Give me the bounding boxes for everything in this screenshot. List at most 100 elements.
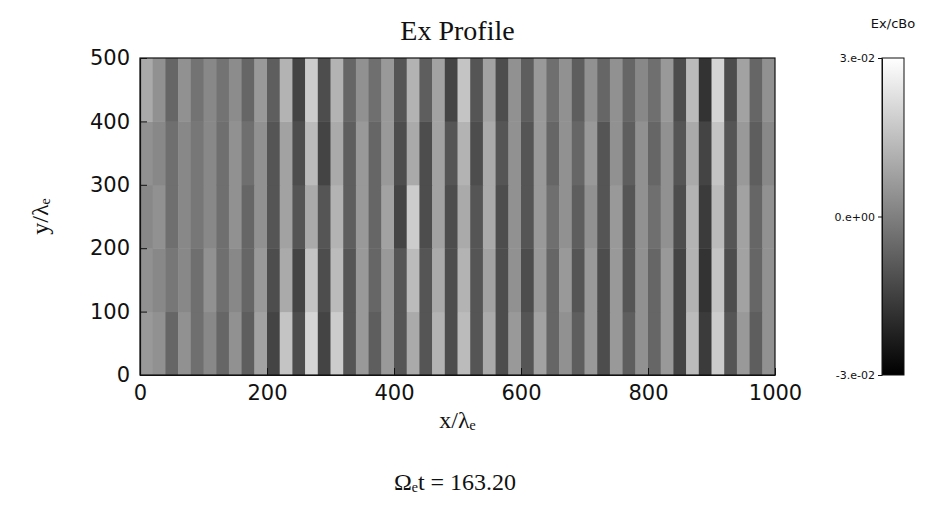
heatmap-cell [242,58,255,122]
heatmap-cell [724,185,737,249]
heatmap-cell [292,185,305,249]
heatmap-cell [496,248,509,312]
heatmap-cell [762,58,775,122]
heatmap-cell [267,248,280,312]
heatmap-cell [534,58,547,122]
heatmap-cell [280,312,293,375]
heatmap-cell [191,58,204,122]
heatmap-cell [521,248,534,312]
heatmap-cell [394,58,407,122]
heatmap-cell [496,58,509,122]
heatmap-cell [458,312,471,375]
tick-label: 500 [90,46,130,70]
tick-mark [140,185,147,186]
heatmap-cell [508,58,521,122]
tick: 3.e-02 [840,52,882,65]
heatmap-cell [229,248,242,312]
heatmap-cell [559,121,572,185]
heatmap-cell [673,58,686,122]
heatmap-cell [483,248,496,312]
heatmap-cell [407,248,420,312]
heatmap-cell [585,121,598,185]
heatmap-cell [635,121,648,185]
tick-mark [140,312,147,313]
heatmap-cell [280,185,293,249]
heatmap-cell [623,58,636,122]
heatmap-cell [534,185,547,249]
heatmap-cell [648,248,661,312]
heatmap-cell [686,58,699,122]
tick-label: 300 [90,173,130,197]
heatmap-cell [635,248,648,312]
heatmap-cell [445,58,458,122]
heatmap-cell [483,58,496,122]
heatmap-cell [597,312,610,375]
heatmap-cell [381,58,394,122]
tick: 300 [90,173,147,197]
heatmap-cell [686,312,699,375]
heatmap-cell [369,58,382,122]
heatmap-cell [369,248,382,312]
heatmap-cell [153,312,166,375]
heatmap-cell [343,121,356,185]
heatmap-cell [508,248,521,312]
heatmap-cell [216,121,229,185]
heatmap-cell [648,58,661,122]
tick-mark [521,368,522,375]
heatmap-cell [546,58,559,122]
colorbar-axis: 3.e-020.e+00-3.e-02 [835,52,883,382]
heatmap-cell [750,121,763,185]
heatmap-cell [204,248,217,312]
tick-mark [878,375,882,376]
heatmap-cell [229,58,242,122]
tick: 200 [247,368,287,405]
heatmap-cell [572,248,585,312]
heatmap-cell [762,185,775,249]
heatmap-cell [178,248,191,312]
heatmap-cell [191,248,204,312]
heatmap-cell [458,185,471,249]
heatmap-cell [331,248,344,312]
heatmap-cell [254,248,267,312]
heatmap-cell [381,121,394,185]
heatmap-cell [331,58,344,122]
heatmap-cell [686,121,699,185]
heatmap-cell [750,248,763,312]
tick-label: 200 [90,236,130,260]
heatmap-cell [673,248,686,312]
heatmap-cell [318,248,331,312]
heatmap-cell [610,312,623,375]
colorbar-title: Ex/cBo [871,16,915,31]
heatmap-cell [394,185,407,249]
heatmap-cell [369,312,382,375]
heatmap-cell [229,185,242,249]
heatmap-cell [597,185,610,249]
tick: -3.e-02 [836,369,882,382]
heatmap-cell [419,185,432,249]
heatmap-cell [661,58,674,122]
tick: 500 [90,46,147,70]
heatmap-cell [140,312,153,375]
heatmap-cell [610,121,623,185]
heatmap-cell [204,121,217,185]
heatmap-cell [407,58,420,122]
heatmap-cell [318,185,331,249]
y-axis-title: y/λₑ [27,198,53,234]
heatmap-cell [610,58,623,122]
heatmap-cell [292,248,305,312]
heatmap-cell [724,248,737,312]
heatmap-cell [280,121,293,185]
tick-mark [878,58,882,59]
heatmap-cell [585,185,598,249]
heatmap-cell [762,248,775,312]
heatmap-cell [140,58,153,122]
heatmap-cell [750,312,763,375]
heatmap-cell [648,121,661,185]
heatmap-cell [559,248,572,312]
heatmap-cell [331,121,344,185]
heatmap-cell [242,185,255,249]
heatmap [140,58,775,375]
heatmap-cell [445,312,458,375]
heatmap-cell [242,248,255,312]
heatmap-cell [572,121,585,185]
